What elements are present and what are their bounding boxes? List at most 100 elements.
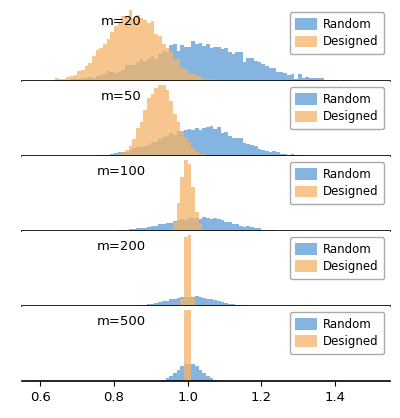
Bar [121,70,125,81]
Bar [136,228,140,231]
Bar [199,224,202,231]
Bar [184,237,188,306]
Bar [202,128,206,156]
Bar [294,155,298,156]
Bar [118,154,121,156]
Bar [228,136,232,156]
Bar [70,79,74,81]
Bar [166,136,169,156]
Text: m=50: m=50 [101,90,142,103]
Bar [195,219,199,231]
Bar [96,155,99,156]
Bar [195,76,199,81]
Legend: Random, Designed: Random, Designed [290,237,384,279]
Bar [272,68,276,81]
Bar [132,65,136,81]
Bar [147,98,151,156]
Bar [283,154,287,156]
Bar [280,154,283,156]
Bar [188,142,191,156]
Bar [162,380,166,381]
Bar [66,77,70,81]
Bar [243,305,246,306]
Bar [166,222,169,231]
Bar [206,218,210,231]
Bar [221,220,224,231]
Bar [228,222,232,231]
Bar [206,299,210,306]
Bar [188,310,191,381]
Bar [195,367,199,381]
Bar [154,142,158,156]
Bar [184,47,188,81]
Bar [162,51,166,81]
Bar [287,75,291,81]
Bar [110,32,114,81]
Bar [254,61,258,81]
Bar [184,219,188,231]
Bar [243,143,246,156]
Bar [125,150,129,156]
Bar [169,376,173,381]
Bar [276,72,280,81]
Bar [239,138,243,156]
Bar [81,78,84,81]
Bar [88,77,92,81]
Bar [243,227,246,231]
Bar [151,142,154,156]
Bar [188,48,191,81]
Bar [188,73,191,81]
Bar [176,131,180,156]
Bar [169,223,173,231]
Bar [176,122,180,156]
Bar [199,130,202,156]
Bar [173,299,176,306]
Bar [88,155,92,156]
Bar [221,302,224,306]
Bar [236,138,239,156]
Bar [103,74,107,81]
Bar [188,364,191,381]
Bar [147,59,151,81]
Bar [210,219,213,231]
Bar [114,25,118,81]
Bar [213,47,217,81]
Text: m=500: m=500 [97,315,146,328]
Bar [291,154,294,156]
Text: m=200: m=200 [97,240,146,253]
Bar [191,130,195,156]
Bar [191,187,195,231]
Bar [184,297,188,306]
Bar [140,59,144,81]
Bar [210,155,213,156]
Bar [92,56,96,81]
Bar [309,155,313,156]
Bar [213,380,217,381]
Bar [239,226,243,231]
Bar [250,58,254,81]
Bar [118,230,121,231]
Bar [236,305,239,306]
Bar [180,45,184,81]
Bar [166,301,169,306]
Bar [147,23,151,81]
Bar [158,54,162,81]
Bar [202,217,206,231]
Bar [213,129,217,156]
Bar [121,152,125,156]
Bar [140,147,144,156]
Bar [59,80,62,81]
Bar [140,122,144,156]
Bar [173,372,176,381]
Bar [180,219,184,231]
Text: m=20: m=20 [101,15,142,28]
Bar [246,144,250,156]
Bar [151,304,154,306]
Legend: Random, Designed: Random, Designed [290,162,384,204]
Bar [291,74,294,81]
Bar [107,155,110,156]
Bar [96,50,99,81]
Bar [166,52,169,81]
Bar [268,68,272,81]
Bar [151,226,154,231]
